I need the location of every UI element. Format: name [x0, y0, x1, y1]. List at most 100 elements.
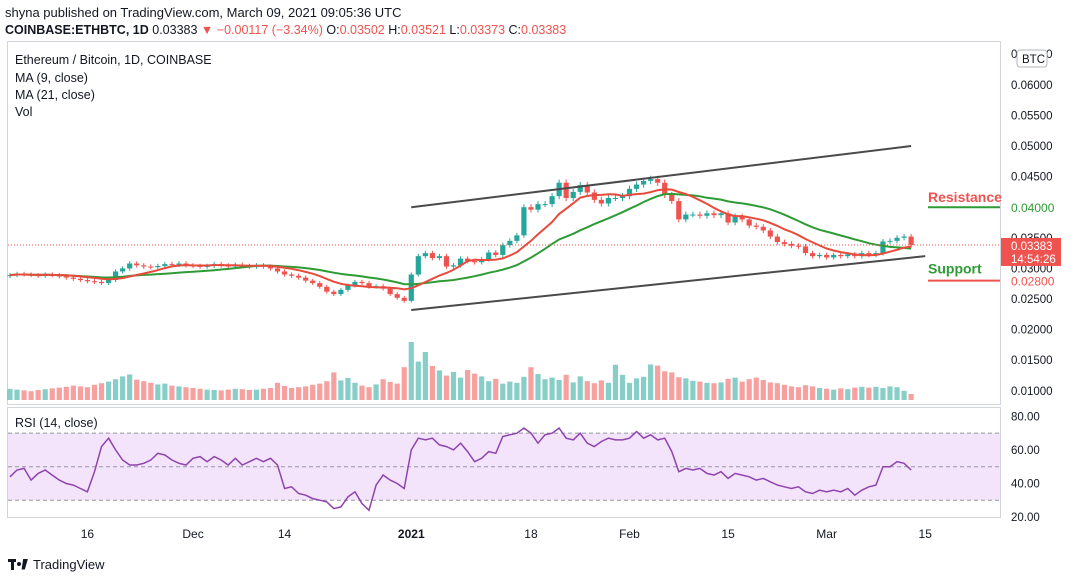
- resistance-label: Resistance: [928, 189, 1002, 205]
- rsi-tick-label: 20.00: [1011, 512, 1040, 524]
- candle-body: [760, 226, 766, 231]
- volume-bar: [662, 371, 668, 400]
- publish-line: shyna published on TradingView.com, Marc…: [5, 5, 402, 20]
- candle-body: [134, 263, 140, 266]
- candle-body: [267, 266, 274, 269]
- volume-bar: [14, 389, 20, 400]
- support-value: 0.02800: [1011, 275, 1055, 289]
- candle-body: [894, 237, 900, 241]
- volume-bar: [760, 380, 766, 400]
- ma21-legend[interactable]: MA (21, close): [15, 88, 95, 102]
- candle-body: [781, 242, 787, 244]
- volume-bar: [373, 384, 379, 400]
- candle-body: [711, 213, 717, 216]
- rsi-tick-label: 80.00: [1011, 411, 1040, 423]
- ma9-line: [9, 188, 912, 291]
- volume-legend[interactable]: Vol: [15, 105, 33, 119]
- time-tick-label: 15: [721, 527, 735, 541]
- time-tick-label: Dec: [182, 527, 203, 541]
- volume-bar: [204, 389, 210, 400]
- candle-body: [127, 263, 133, 269]
- candle-body: [77, 278, 83, 281]
- candle-body: [831, 254, 837, 258]
- rsi-panel[interactable]: [7, 407, 1001, 518]
- ma21-line: [9, 192, 912, 286]
- volume-bar: [56, 387, 62, 400]
- last-price: 0.03383: [152, 23, 198, 37]
- candle-body: [676, 201, 682, 220]
- candle-body: [352, 281, 358, 286]
- volume-bar: [289, 388, 295, 400]
- volume-bar: [781, 384, 787, 400]
- volume-bar: [690, 380, 696, 400]
- candle-body: [289, 274, 295, 276]
- close-label: C:: [508, 23, 522, 37]
- candle-body: [612, 198, 619, 200]
- volume-bar: [317, 383, 323, 400]
- volume-bar: [824, 388, 830, 400]
- candle-body: [577, 185, 583, 192]
- candle-body: [98, 281, 105, 284]
- volume-bar: [7, 388, 13, 400]
- volume-bar: [141, 381, 147, 400]
- volume-bar: [676, 377, 682, 400]
- volume-bar: [429, 366, 435, 400]
- candle-body: [113, 271, 119, 281]
- candle-body: [394, 294, 400, 298]
- candle-body: [514, 235, 520, 241]
- volume-bar: [500, 383, 506, 400]
- volume-bar: [563, 374, 569, 400]
- volume-bar: [584, 381, 590, 400]
- open-value: 0.03502: [339, 23, 385, 37]
- volume-bar: [169, 385, 175, 400]
- close-value: 0.03383: [521, 23, 567, 37]
- volume-bar: [63, 386, 69, 400]
- candle-body: [457, 258, 464, 266]
- volume-bar: [359, 385, 365, 400]
- candle-body: [436, 256, 443, 258]
- volume-bar: [472, 373, 478, 400]
- volume-bar: [232, 388, 238, 400]
- candle-body: [641, 180, 647, 185]
- candle-body: [809, 253, 816, 257]
- volume-bar: [387, 382, 393, 400]
- volume-bar: [450, 372, 457, 400]
- rsi-line: [9, 427, 912, 512]
- volume-bar: [303, 386, 309, 400]
- volume-bar: [521, 376, 527, 400]
- resistance-value: 0.04000: [1011, 201, 1055, 215]
- tradingview-brand[interactable]: TradingView: [8, 557, 105, 572]
- candle-body: [274, 268, 281, 272]
- volume-bar: [507, 381, 513, 400]
- candle-body: [141, 265, 147, 267]
- candle-body: [824, 254, 830, 258]
- volume-bar: [894, 387, 900, 400]
- candle-body: [718, 213, 724, 216]
- volume-bar: [577, 376, 583, 400]
- candle-body: [345, 285, 351, 290]
- time-tick-label: Feb: [619, 527, 640, 541]
- upper-channel-line: [411, 144, 912, 209]
- rsi-legend[interactable]: RSI (14, close): [15, 416, 98, 430]
- candle-body: [155, 265, 161, 268]
- candle-body: [387, 288, 393, 295]
- volume-bar: [436, 370, 443, 400]
- volume-bar: [443, 375, 450, 400]
- volume-bar: [352, 382, 358, 400]
- volume-bar: [21, 390, 27, 400]
- volume-bar: [873, 386, 879, 400]
- volume-bar: [493, 378, 499, 400]
- candle-body: [486, 252, 492, 260]
- volume-bar: [225, 389, 231, 400]
- volume-bar: [408, 342, 414, 400]
- candle-body: [63, 276, 69, 278]
- ma9-legend[interactable]: MA (9, close): [15, 71, 88, 85]
- candle-body: [528, 207, 534, 210]
- price-tick-label: 0.05500: [1011, 110, 1053, 122]
- price-panel[interactable]: [7, 41, 1001, 405]
- volume-bar: [626, 382, 633, 400]
- volume-bar: [338, 380, 344, 400]
- volume-bar: [331, 372, 337, 400]
- symbol-label: COINBASE:ETHBTC, 1D: [5, 23, 149, 37]
